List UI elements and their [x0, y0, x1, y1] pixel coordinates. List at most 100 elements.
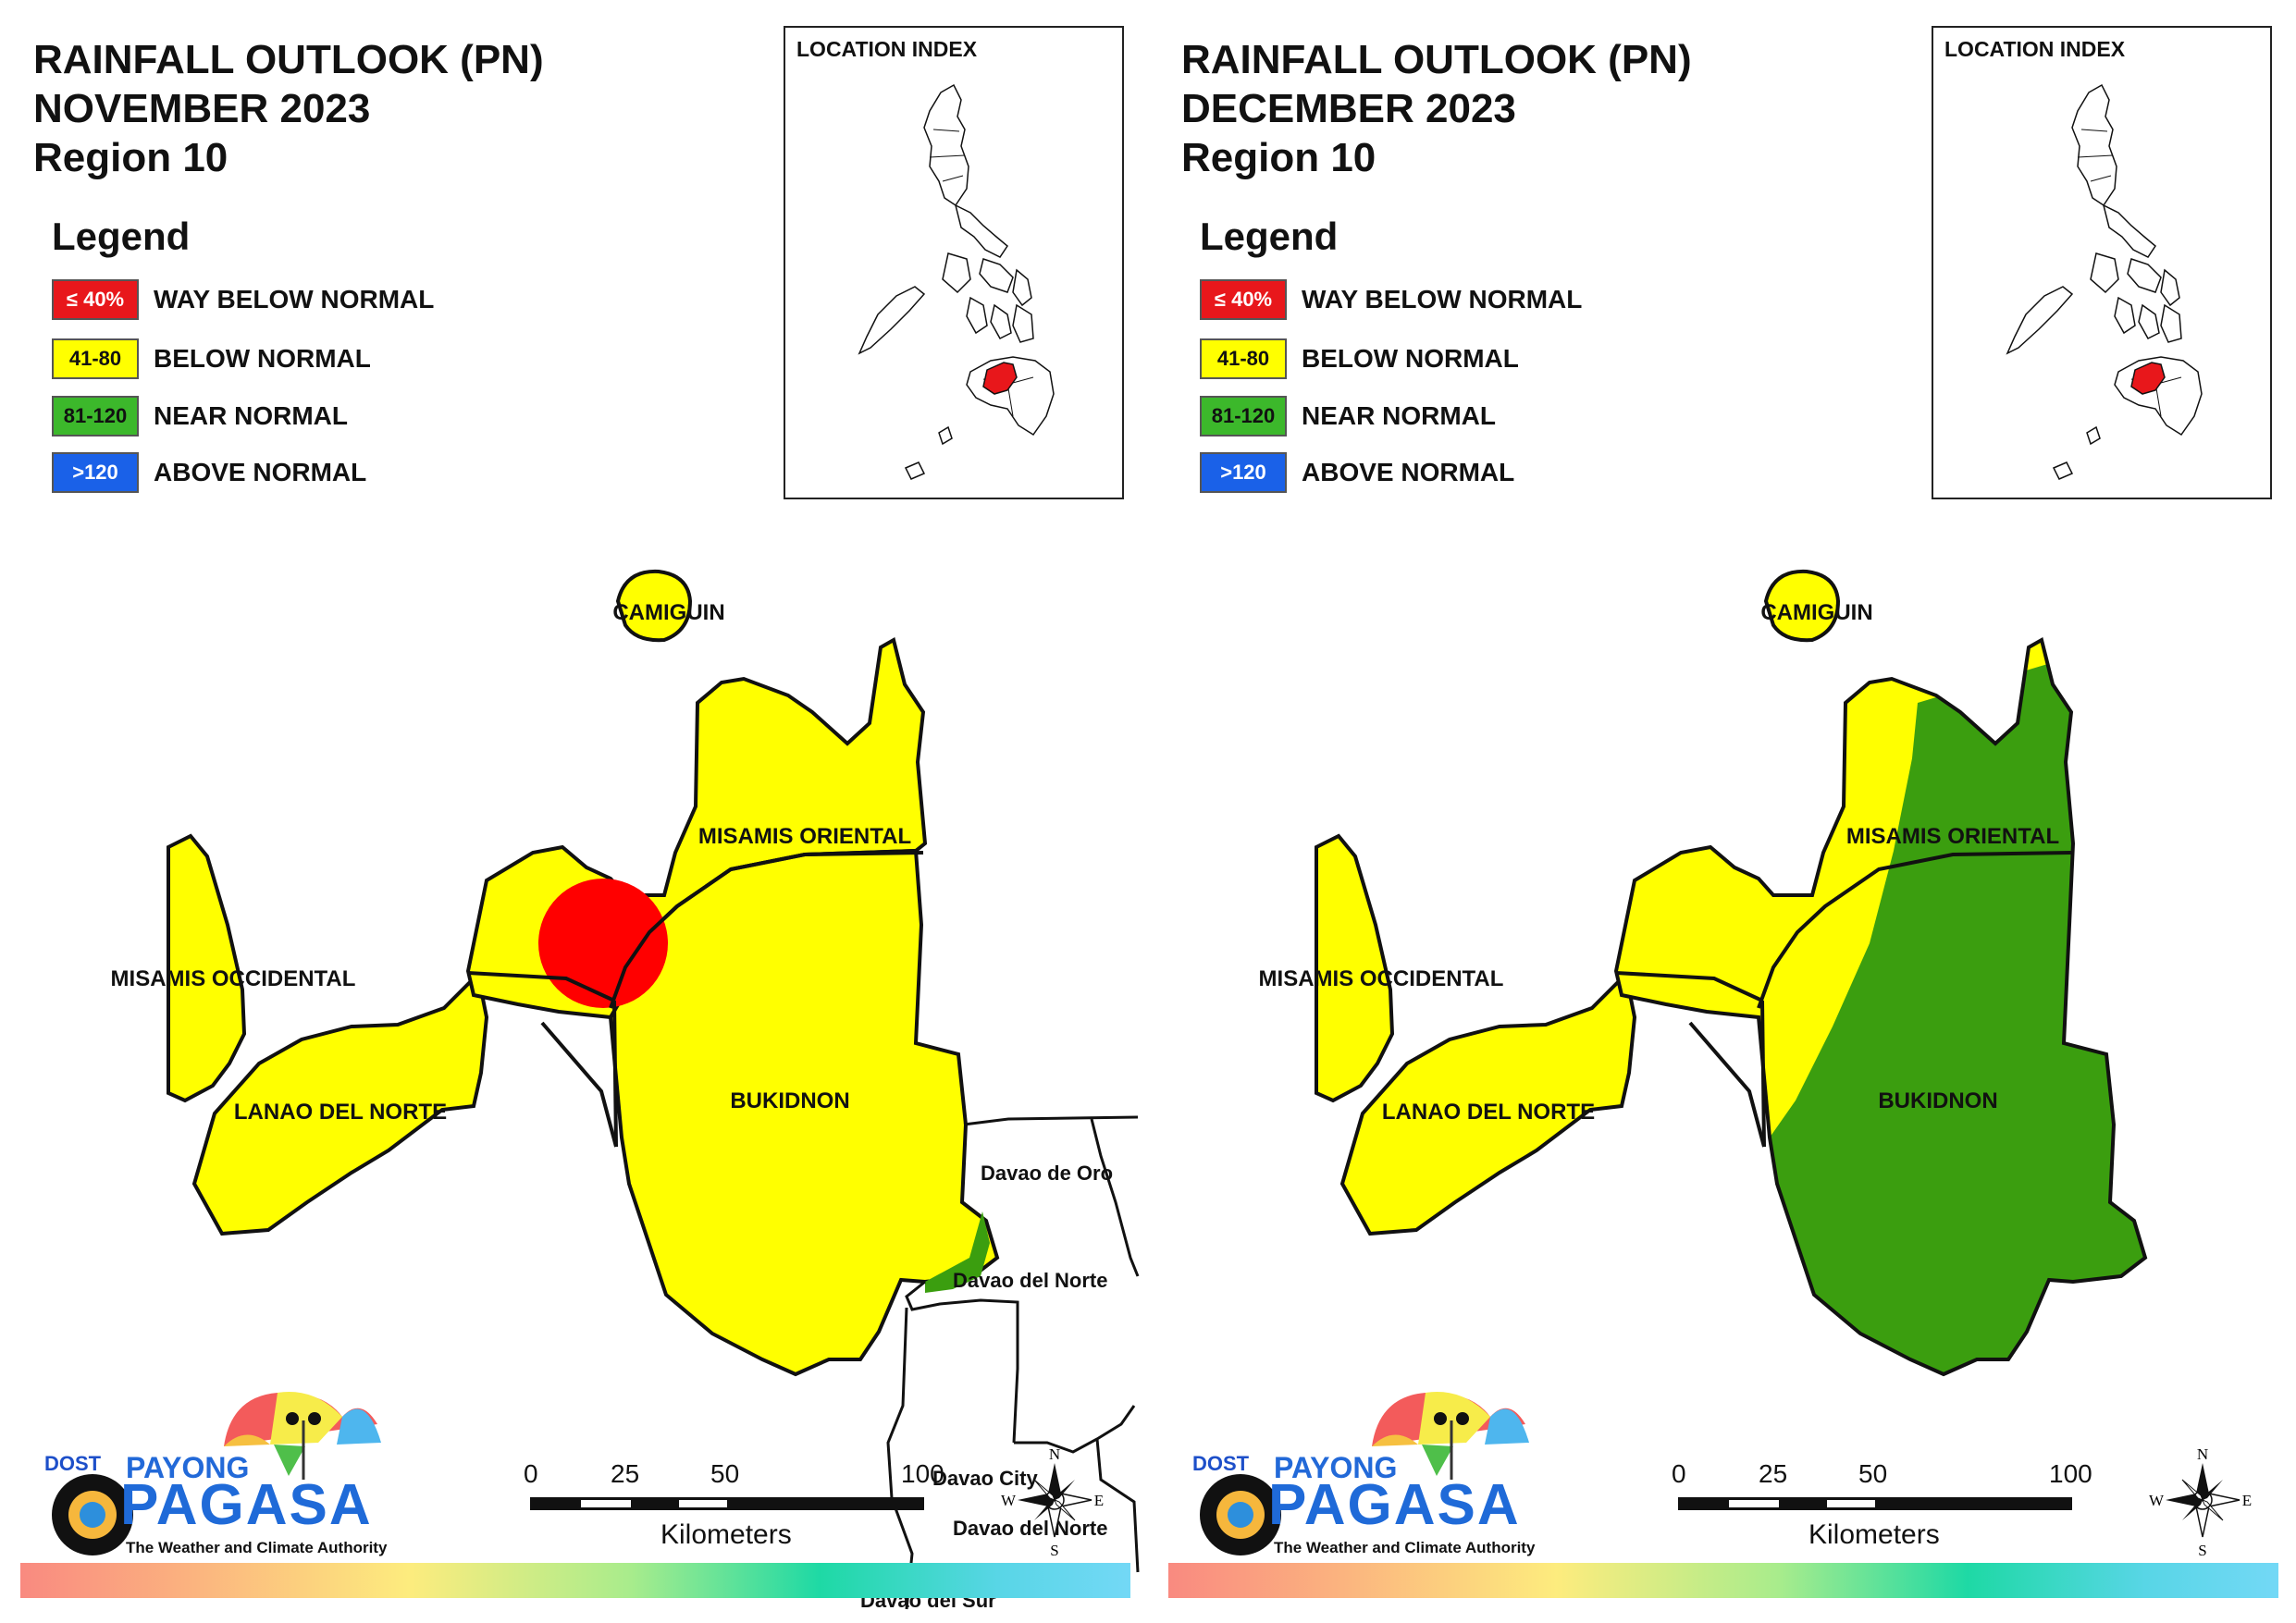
legend-swatch: 41-80	[1200, 338, 1287, 379]
near-normal-patch	[925, 1211, 990, 1293]
region-10-highlight	[982, 362, 1018, 395]
logo-payong-text: PAYONG	[1274, 1451, 1398, 1484]
compass-w: W	[2149, 1492, 2165, 1509]
legend-label: NEAR NORMAL	[154, 401, 348, 430]
legend-label: ABOVE NORMAL	[1302, 458, 1515, 486]
lanao-del-norte-shape	[191, 961, 489, 1236]
decorative-gradient-bar	[20, 1563, 1130, 1598]
region-10-highlight	[2130, 362, 2166, 395]
legend-label: NEAR NORMAL	[1302, 401, 1496, 430]
philippines-outline	[2006, 83, 2203, 480]
way-below-spot	[538, 879, 668, 1008]
province-label-camiguin: CAMIGUIN	[1760, 600, 1872, 625]
province-label-bukidnon: BUKIDNON	[730, 1088, 849, 1113]
scale-tick-0: 0	[524, 1459, 538, 1488]
title-line-3: Region 10	[33, 135, 228, 180]
pagasa-umbrella-logo	[52, 1392, 381, 1555]
near-normal-fill	[1759, 640, 2145, 1374]
legend-item-below: 41-80 BELOW NORMAL	[1200, 338, 1519, 379]
logo-pagasa-text: PAGASA	[120, 1473, 373, 1537]
legend-item-near: 81-120 NEAR NORMAL	[52, 396, 348, 436]
compass-e: E	[2242, 1492, 2252, 1509]
neighbor-label-davao-city: Davao City	[932, 1467, 1038, 1490]
title-line-2: DECEMBER 2023	[1181, 86, 1516, 131]
legend-title: Legend	[52, 215, 191, 258]
scale-tick-25: 25	[1759, 1459, 1788, 1488]
map-panel-december: RAINFALL OUTLOOK (PN) DECEMBER 2023 Regi…	[1148, 0, 2296, 1623]
compass-w: W	[1001, 1492, 1017, 1509]
boundary-line	[1688, 1021, 1766, 1148]
map-panel-november: RAINFALL OUTLOOK (PN) NOVEMBER 2023 Regi…	[20, 26, 1140, 1612]
scale-unit-label: Kilometers	[660, 1519, 792, 1550]
legend-label: BELOW NORMAL	[154, 344, 371, 373]
boundary-line	[467, 971, 615, 1002]
legend-swatch: 81-120	[52, 396, 139, 436]
map-title: RAINFALL OUTLOOK (PN) DECEMBER 2023 Regi…	[1181, 35, 1692, 182]
compass-n: N	[2197, 1445, 2208, 1463]
title-line-1: RAINFALL OUTLOOK (PN)	[1181, 37, 1692, 82]
legend-swatch: 41-80	[52, 338, 139, 379]
scale-unit-label: Kilometers	[1808, 1519, 1940, 1550]
legend-swatch: >120	[1200, 452, 1287, 493]
legend-swatch: ≤ 40%	[52, 279, 139, 320]
legend-item-below: 41-80 BELOW NORMAL	[52, 338, 371, 379]
legend-label: WAY BELOW NORMAL	[154, 285, 435, 314]
scale-tick-25: 25	[611, 1459, 640, 1488]
camiguin-shape	[615, 569, 693, 643]
legend-item-above: >120 ABOVE NORMAL	[1200, 452, 1514, 493]
logo-dost-text: DOST	[44, 1452, 102, 1475]
logo-tagline: The Weather and Climate Authority	[126, 1539, 388, 1556]
legend-item-way-below: ≤ 40% WAY BELOW NORMAL	[52, 279, 434, 320]
legend-title: Legend	[1200, 215, 1339, 258]
boundary-line	[1757, 851, 2072, 1009]
province-label-camiguin: CAMIGUIN	[612, 600, 724, 625]
province-label-misamis-occidental: MISAMIS OCCIDENTAL	[111, 966, 356, 991]
province-label-misamis-oriental: MISAMIS ORIENTAL	[1846, 824, 2059, 849]
province-label-lanao-del-norte: LANAO DEL NORTE	[1382, 1100, 1595, 1125]
scale-tick-50: 50	[1858, 1459, 1888, 1488]
province-label-lanao-del-norte: LANAO DEL NORTE	[234, 1100, 447, 1125]
scale-tick-0: 0	[1672, 1459, 1686, 1488]
boundary-line	[612, 1000, 618, 1148]
scale-bar	[530, 1497, 924, 1510]
compass-rose-icon: N S E W	[2149, 1445, 2252, 1559]
boundary-line	[1760, 1000, 1766, 1148]
legend-item-above: >120 ABOVE NORMAL	[52, 452, 366, 493]
compass-n: N	[1049, 1445, 1060, 1463]
legend-swatch: >120	[52, 452, 139, 493]
compass-s: S	[1050, 1542, 1058, 1559]
location-index: LOCATION INDEX	[784, 26, 1124, 499]
logo-tagline: The Weather and Climate Authority	[1274, 1539, 1536, 1556]
legend-label: WAY BELOW NORMAL	[1302, 285, 1583, 314]
legend-label: BELOW NORMAL	[1302, 344, 1519, 373]
region-map-december: CAMIGUIN MISAMIS ORIENTAL MISAMIS OCCIDE…	[1200, 569, 2252, 1559]
scale-tick-100: 100	[901, 1459, 944, 1488]
logo-payong-text: PAYONG	[126, 1451, 250, 1484]
lanao-del-norte-shape	[1339, 961, 1637, 1236]
scale-tick-100: 100	[2049, 1459, 2092, 1488]
legend-item-near: 81-120 NEAR NORMAL	[1200, 396, 1496, 436]
neighbor-label-davao-de-oro: Davao de Oro	[981, 1162, 1113, 1185]
title-line-1: RAINFALL OUTLOOK (PN)	[33, 37, 544, 82]
title-line-3: Region 10	[1181, 135, 1376, 180]
scale-bar	[1678, 1497, 2072, 1510]
decorative-gradient-bar	[1168, 1563, 2278, 1598]
boundary-line	[609, 851, 924, 1009]
map-title: RAINFALL OUTLOOK (PN) NOVEMBER 2023 Regi…	[33, 35, 544, 182]
camiguin-shape	[1763, 569, 1841, 643]
boundary-line	[1615, 971, 1763, 1002]
philippines-outline	[858, 83, 1055, 480]
province-label-misamis-oriental: MISAMIS ORIENTAL	[698, 824, 911, 849]
legend-item-way-below: ≤ 40% WAY BELOW NORMAL	[1200, 279, 1582, 320]
location-index: LOCATION INDEX	[1932, 26, 2272, 499]
legend-label: ABOVE NORMAL	[154, 458, 367, 486]
province-label-misamis-occidental: MISAMIS OCCIDENTAL	[1259, 966, 1504, 991]
region-map-november: CAMIGUIN MISAMIS ORIENTAL MISAMIS OCCIDE…	[52, 569, 1140, 1612]
compass-rose-icon: N S E W	[1001, 1445, 1104, 1559]
scale-tick-50: 50	[710, 1459, 740, 1488]
misamis-occidental-shape	[1315, 833, 1395, 1103]
legend-swatch: 81-120	[1200, 396, 1287, 436]
location-index-title: LOCATION INDEX	[796, 37, 978, 61]
compass-e: E	[1094, 1492, 1104, 1509]
pagasa-umbrella-logo	[1200, 1392, 1529, 1555]
